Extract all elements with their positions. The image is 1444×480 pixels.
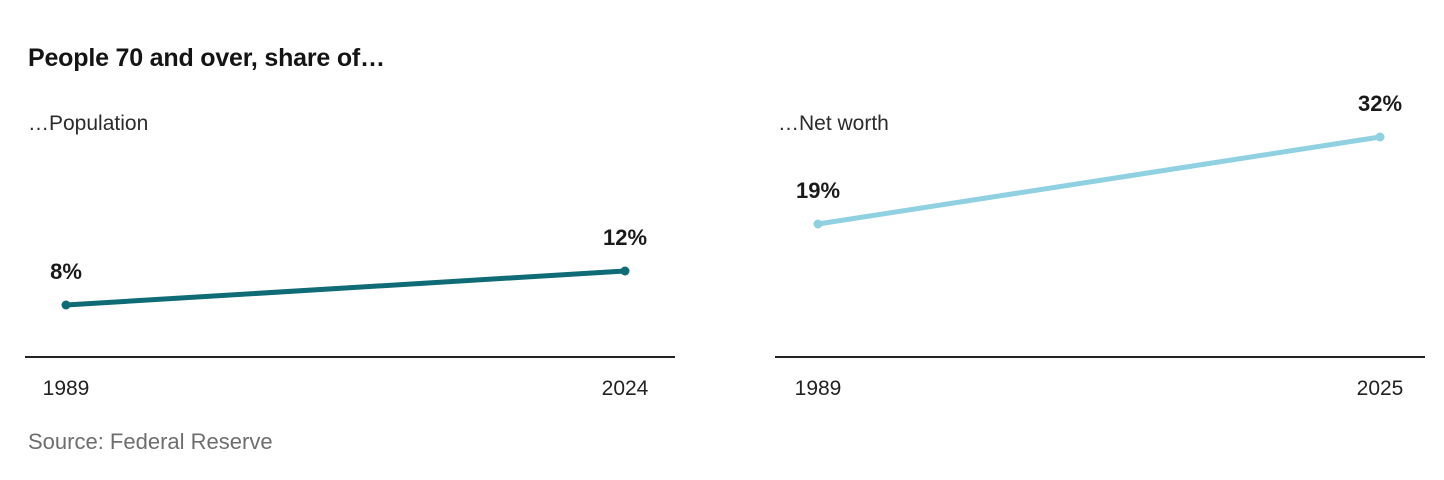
- line-plot: [813, 132, 1385, 229]
- value-label: 12%: [602, 225, 648, 250]
- data-point-dot: [813, 219, 823, 229]
- x-tick-label: 1989: [42, 377, 90, 400]
- data-point-dot: [61, 300, 71, 310]
- x-axis-line: [25, 356, 675, 358]
- panel-subtitle: …Population: [28, 112, 149, 135]
- trend-line: [63, 268, 628, 308]
- value-label: 32%: [1357, 91, 1403, 116]
- chart-panel: …Population 8% 12% 1989 2024: [25, 0, 675, 480]
- x-tick-label: 2024: [601, 377, 649, 400]
- x-tick-label: 1989: [794, 377, 842, 400]
- x-tick-label: 2025: [1356, 377, 1404, 400]
- value-label: 19%: [795, 178, 841, 203]
- data-point-dot: [620, 266, 630, 276]
- source-note: Source: Federal Reserve: [28, 429, 273, 454]
- data-point-dot: [1375, 132, 1385, 142]
- panel-subtitle: …Net worth: [778, 112, 889, 135]
- line-plot: [61, 266, 630, 310]
- chart-panel: …Net worth 19% 32% 1989 2025: [775, 0, 1425, 480]
- trend-line: [815, 134, 1383, 227]
- x-axis-line: [775, 356, 1425, 358]
- figure-title: People 70 and over, share of…: [28, 44, 385, 72]
- value-label: 8%: [50, 259, 82, 284]
